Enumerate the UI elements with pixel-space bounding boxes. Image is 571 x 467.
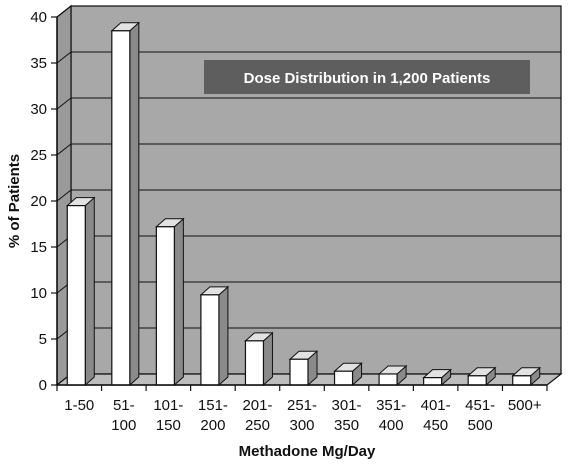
bar [288, 350, 319, 387]
x-tick-label-line: 200 [200, 417, 225, 434]
x-tick-label-line: 1-50 [64, 397, 94, 414]
x-tick-labels: 1-50 51-100101-150151-200201-250251-30030… [64, 397, 542, 434]
bar [110, 21, 141, 387]
gridline [56, 97, 561, 110]
bar [65, 196, 96, 387]
bar-side [218, 285, 229, 387]
bar-front [155, 226, 175, 386]
x-tick-label-line: 400 [379, 417, 404, 434]
chart-title-background [204, 60, 530, 94]
bar-front [244, 340, 265, 386]
y-tick-label: 5 [39, 331, 47, 348]
bars [65, 21, 542, 387]
x-tick-label-line: 451- [465, 397, 495, 414]
x-tick-label-line: 450 [423, 417, 448, 434]
y-tick-label: 25 [30, 147, 47, 164]
y-tick-labels: 0 5 10 15 20 25 30 35 40 [30, 9, 47, 394]
x-tick-label: 151- 200 [198, 397, 228, 434]
x-tick-label-line: 251- [287, 397, 317, 414]
x-tick-label-line: 151- [198, 397, 228, 414]
x-tick-label-line: 500 [468, 417, 493, 434]
bar-side [262, 331, 273, 387]
bar [422, 368, 452, 387]
gridline [56, 143, 561, 156]
x-tick-label-line: 401- [421, 397, 451, 414]
axes [51, 16, 548, 391]
bar-front [378, 373, 398, 386]
y-axis-title: % of Patients [6, 154, 23, 248]
bar-front [333, 370, 354, 386]
bar-front [200, 294, 220, 386]
x-tick-label: 251- 300 [287, 397, 317, 434]
x-tick-label-line: 301- [332, 397, 362, 414]
x-tick-label: 500+ [508, 397, 542, 414]
y-tick-label: 40 [30, 9, 47, 26]
bar-side [84, 196, 95, 387]
x-tick-label: 351- 400 [376, 397, 406, 434]
x-tick-label: 51-100 [111, 397, 136, 434]
x-tick-label-line: 51- [113, 397, 135, 414]
x-tick-label: 101- 150 [153, 397, 183, 434]
x-tick-label-line: 150 [156, 417, 181, 434]
bar [511, 366, 542, 387]
x-tick-label: 301- 350 [332, 397, 362, 434]
chart-title: Dose Distribution in 1,200 Patients [244, 70, 491, 87]
x-tick-label-line: 300 [289, 417, 314, 434]
bar [244, 331, 274, 387]
y-tick-label: 10 [30, 285, 47, 302]
x-tick-label: 1-50 [64, 397, 94, 414]
x-tick-label-line: 101- [153, 397, 183, 414]
x-tick-label-line: 350 [334, 417, 359, 434]
bar-side [173, 217, 184, 387]
x-axis-title: Methadone Mg/Day [239, 443, 376, 460]
y-tick-label: 15 [30, 239, 47, 256]
bar-front [423, 377, 443, 386]
bar-front [467, 375, 487, 386]
x-tick-label: 201- 250 [242, 397, 272, 434]
y-tick-label: 35 [30, 55, 47, 72]
bar-front [289, 358, 309, 386]
x-tick-label-line: 100 [111, 417, 136, 434]
bar [333, 362, 363, 387]
x-tick-label: 451- 500 [465, 397, 495, 434]
bar-front [512, 375, 532, 386]
bar [155, 217, 185, 387]
y-tick-label: 30 [30, 101, 47, 118]
gridline [56, 5, 561, 18]
gridline [56, 189, 561, 202]
bar-side [129, 21, 140, 387]
bar-front [111, 30, 131, 386]
gridline [56, 51, 561, 64]
x-tick-label-line: 250 [245, 417, 270, 434]
x-tick-label-line: 500+ [508, 397, 542, 414]
bar [199, 285, 230, 387]
x-tick-label: 401- 450 [421, 397, 451, 434]
x-tick-label-line: 201- [242, 397, 272, 414]
y-tick-label: 0 [39, 377, 47, 394]
chart-title-box: Dose Distribution in 1,200 Patients [204, 60, 530, 94]
bar [466, 366, 497, 387]
bar-front [66, 205, 86, 386]
bar [377, 364, 408, 387]
y-tick-label: 20 [30, 193, 47, 210]
x-tick-label-line: 351- [376, 397, 406, 414]
gridlines [56, 5, 561, 340]
